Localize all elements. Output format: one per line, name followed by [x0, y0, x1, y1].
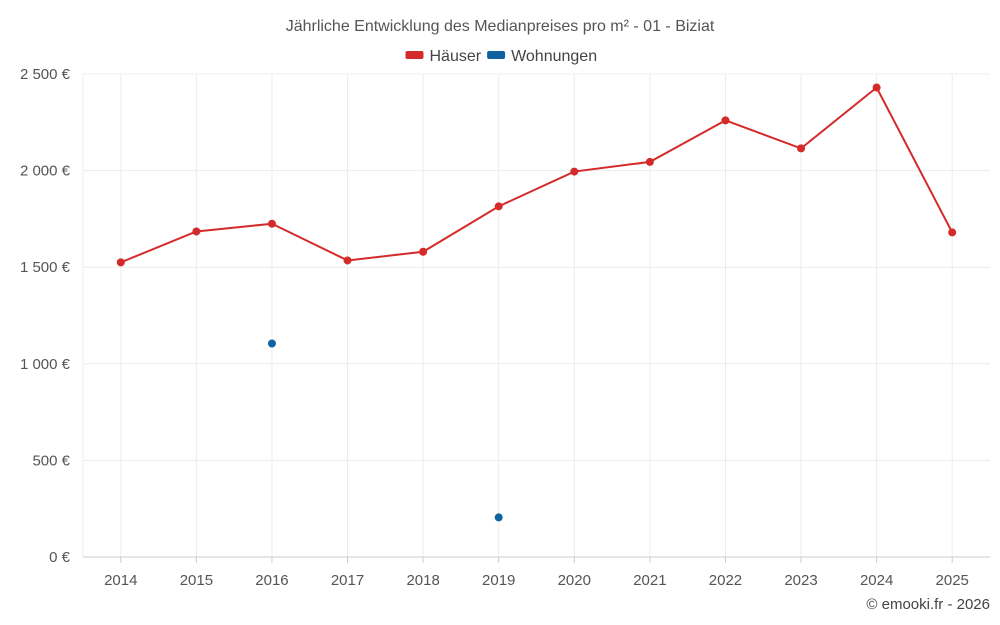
data-point[interactable] — [267, 339, 276, 348]
legend-swatch — [487, 51, 506, 59]
data-point[interactable] — [948, 228, 957, 237]
data-point[interactable] — [267, 219, 276, 228]
legend-swatch — [405, 51, 424, 59]
series-wohnungen — [267, 339, 503, 522]
data-point[interactable] — [192, 227, 201, 236]
legend-label: Wohnungen — [511, 48, 597, 65]
credit-text: © emooki.fr - 2026 — [866, 596, 990, 613]
data-point[interactable] — [797, 144, 806, 153]
series-häuser — [116, 83, 957, 267]
series — [116, 83, 957, 522]
x-tick-label: 2014 — [104, 572, 137, 589]
legend-label: Häuser — [430, 48, 482, 65]
data-point[interactable] — [116, 258, 125, 267]
y-tick-label: 2 000 € — [20, 163, 71, 180]
axes: 0 € 500 € 1 000 € 1 500 € 2 000 € 2 500 € 2014… — [20, 66, 990, 589]
y-tick-label: 500 € — [32, 452, 70, 469]
chart-title: Jährliche Entwicklung des Medianpreises … — [286, 18, 715, 35]
legend-item[interactable]: Häuser — [405, 48, 482, 65]
x-tick-label: 2020 — [558, 572, 591, 589]
x-tick-label: 2021 — [633, 572, 666, 589]
data-point[interactable] — [872, 83, 881, 92]
data-point[interactable] — [721, 116, 730, 125]
grid — [82, 73, 990, 557]
x-tick-label: 2015 — [180, 572, 213, 589]
legend: Häuser Wohnungen — [405, 48, 597, 65]
y-tick-label: 2 500 € — [20, 66, 71, 83]
data-point[interactable] — [494, 202, 503, 211]
data-point[interactable] — [645, 157, 654, 166]
x-tick-label: 2024 — [860, 572, 893, 589]
x-tick-label: 2023 — [784, 572, 817, 589]
x-tick-label: 2019 — [482, 572, 515, 589]
series-line — [120, 85, 954, 264]
data-point[interactable] — [494, 513, 503, 522]
y-tick-label: 1 000 € — [20, 356, 71, 373]
legend-item[interactable]: Wohnungen — [487, 48, 597, 65]
x-tick-label: 2018 — [406, 572, 439, 589]
x-tick-label: 2025 — [936, 572, 969, 589]
data-point[interactable] — [419, 247, 428, 256]
x-tick-label: 2022 — [709, 572, 742, 589]
data-point[interactable] — [343, 256, 352, 265]
x-tick-label: 2017 — [331, 572, 364, 589]
y-tick-label: 0 € — [49, 549, 71, 566]
data-point[interactable] — [570, 167, 579, 176]
x-tick-label: 2016 — [255, 572, 288, 589]
y-tick-label: 1 500 € — [20, 259, 71, 276]
